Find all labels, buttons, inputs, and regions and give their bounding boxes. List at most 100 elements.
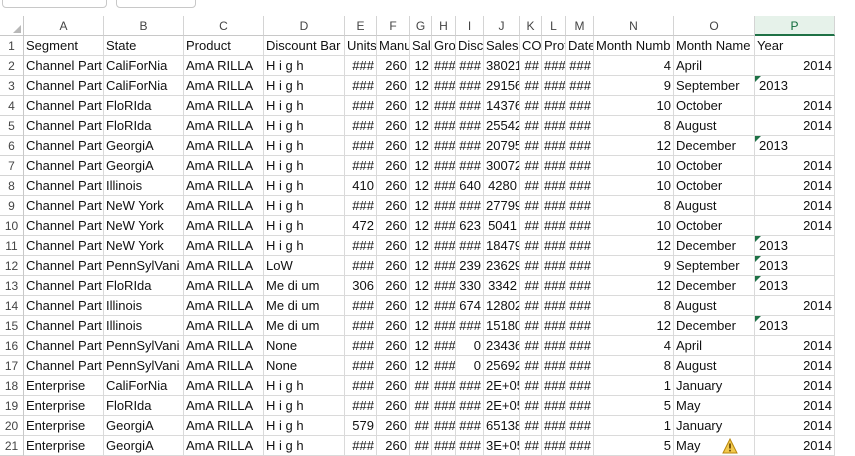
cell-h17[interactable]: ### (432, 356, 456, 376)
cell-i17[interactable]: 0 (456, 356, 484, 376)
cell-h7[interactable]: ### (432, 156, 456, 176)
cell-h16[interactable]: ### (432, 336, 456, 356)
cell-m7[interactable]: ### (566, 156, 594, 176)
cell-k8[interactable]: ## (520, 176, 542, 196)
cell-j5[interactable]: 25542 (484, 116, 520, 136)
cell-p17[interactable]: 2014 (755, 356, 835, 376)
cell-f18[interactable]: 260 (377, 376, 410, 396)
cell-p3[interactable]: 2013 (755, 76, 835, 96)
cell-e6[interactable]: ### (345, 136, 377, 156)
cell-k15[interactable]: ## (520, 316, 542, 336)
cell-h19[interactable]: ### (432, 396, 456, 416)
cell-a21[interactable]: Enterprise (24, 436, 104, 456)
cell-p16[interactable]: 2014 (755, 336, 835, 356)
cell-i10[interactable]: 623 (456, 216, 484, 236)
cell-l4[interactable]: ### (542, 96, 566, 116)
cell-a11[interactable]: Channel Part (24, 236, 104, 256)
cell-j12[interactable]: 23629 (484, 256, 520, 276)
cell-n8[interactable]: 10 (594, 176, 674, 196)
cell-n19[interactable]: 5 (594, 396, 674, 416)
cell-o9[interactable]: August (674, 196, 755, 216)
cell-a20[interactable]: Enterprise (24, 416, 104, 436)
cell-l11[interactable]: ### (542, 236, 566, 256)
cell-b3[interactable]: CaliForNia (104, 76, 184, 96)
cell-l20[interactable]: ### (542, 416, 566, 436)
cell-o7[interactable]: October (674, 156, 755, 176)
cell-m12[interactable]: ### (566, 256, 594, 276)
cell-d15[interactable]: Me di um (264, 316, 345, 336)
row-header-5[interactable]: 5 (0, 116, 24, 136)
cell-d1[interactable]: Discount Bar (264, 36, 345, 56)
cell-l5[interactable]: ### (542, 116, 566, 136)
cell-k21[interactable]: ## (520, 436, 542, 456)
cell-a2[interactable]: Channel Part (24, 56, 104, 76)
cell-n16[interactable]: 4 (594, 336, 674, 356)
cell-i12[interactable]: 239 (456, 256, 484, 276)
cell-l9[interactable]: ### (542, 196, 566, 216)
cell-g16[interactable]: 12 (410, 336, 432, 356)
column-header-n[interactable]: N (594, 16, 674, 36)
column-header-i[interactable]: I (456, 16, 484, 36)
cell-m6[interactable]: ### (566, 136, 594, 156)
cell-o4[interactable]: October (674, 96, 755, 116)
cell-h2[interactable]: ### (432, 56, 456, 76)
cell-l14[interactable]: ### (542, 296, 566, 316)
row-header-16[interactable]: 16 (0, 336, 24, 356)
cell-i2[interactable]: ### (456, 56, 484, 76)
cell-i21[interactable]: ### (456, 436, 484, 456)
cell-o18[interactable]: January (674, 376, 755, 396)
cell-g2[interactable]: 12 (410, 56, 432, 76)
cell-m9[interactable]: ### (566, 196, 594, 216)
column-header-l[interactable]: L (542, 16, 566, 36)
cell-b17[interactable]: PennSylVani (104, 356, 184, 376)
cell-k5[interactable]: ## (520, 116, 542, 136)
cell-i16[interactable]: 0 (456, 336, 484, 356)
cell-g7[interactable]: 12 (410, 156, 432, 176)
cell-m17[interactable]: ### (566, 356, 594, 376)
cell-a5[interactable]: Channel Part (24, 116, 104, 136)
cell-m1[interactable]: Date (566, 36, 594, 56)
column-header-p[interactable]: P (755, 16, 835, 36)
cell-m13[interactable]: ### (566, 276, 594, 296)
cell-d17[interactable]: None (264, 356, 345, 376)
cell-b12[interactable]: PennSylVani (104, 256, 184, 276)
cell-p10[interactable]: 2014 (755, 216, 835, 236)
cell-f6[interactable]: 260 (377, 136, 410, 156)
cell-i9[interactable]: ### (456, 196, 484, 216)
column-header-b[interactable]: B (104, 16, 184, 36)
cell-j16[interactable]: 23436 (484, 336, 520, 356)
cell-k1[interactable]: CO (520, 36, 542, 56)
cell-o2[interactable]: April (674, 56, 755, 76)
cell-a12[interactable]: Channel Part (24, 256, 104, 276)
cell-n4[interactable]: 10 (594, 96, 674, 116)
row-header-6[interactable]: 6 (0, 136, 24, 156)
cell-c12[interactable]: AmA RILLA (184, 256, 264, 276)
cell-m18[interactable]: ### (566, 376, 594, 396)
cell-l1[interactable]: Prof (542, 36, 566, 56)
cell-f7[interactable]: 260 (377, 156, 410, 176)
cell-l16[interactable]: ### (542, 336, 566, 356)
cell-k17[interactable]: ## (520, 356, 542, 376)
cell-f14[interactable]: 260 (377, 296, 410, 316)
cell-h1[interactable]: Gros (432, 36, 456, 56)
cell-p5[interactable]: 2014 (755, 116, 835, 136)
cell-a16[interactable]: Channel Part (24, 336, 104, 356)
cell-l18[interactable]: ### (542, 376, 566, 396)
cell-e9[interactable]: ### (345, 196, 377, 216)
cell-c7[interactable]: AmA RILLA (184, 156, 264, 176)
cell-b19[interactable]: FloRIda (104, 396, 184, 416)
cell-b18[interactable]: CaliForNia (104, 376, 184, 396)
cell-p6[interactable]: 2013 (755, 136, 835, 156)
cell-g17[interactable]: 12 (410, 356, 432, 376)
cell-f16[interactable]: 260 (377, 336, 410, 356)
cell-j1[interactable]: Sales (484, 36, 520, 56)
cell-n7[interactable]: 10 (594, 156, 674, 176)
row-header-11[interactable]: 11 (0, 236, 24, 256)
cell-d11[interactable]: H i g h (264, 236, 345, 256)
cell-a4[interactable]: Channel Part (24, 96, 104, 116)
cell-b9[interactable]: NeW York (104, 196, 184, 216)
cell-g6[interactable]: 12 (410, 136, 432, 156)
cell-e17[interactable]: ### (345, 356, 377, 376)
cell-h18[interactable]: ### (432, 376, 456, 396)
cell-n15[interactable]: 12 (594, 316, 674, 336)
